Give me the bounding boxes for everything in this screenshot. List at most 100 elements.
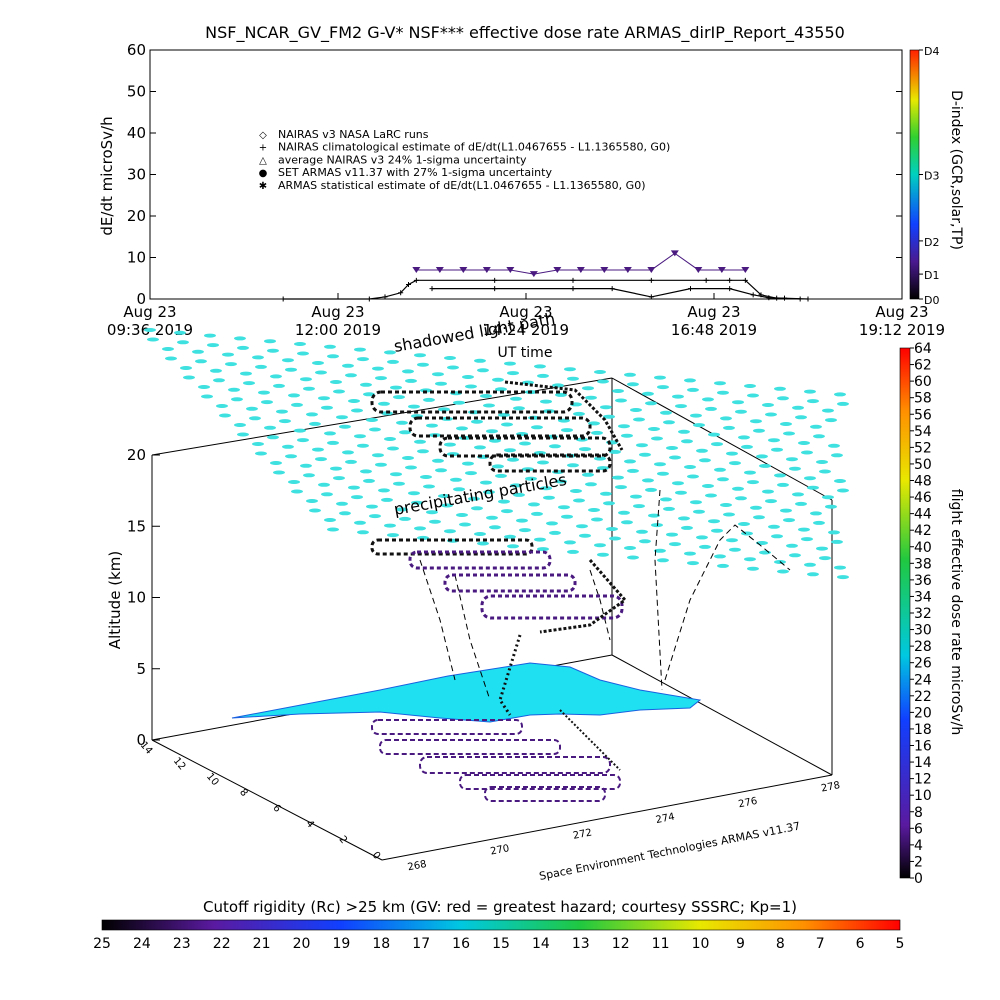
rigidity-cell (738, 522, 750, 526)
rigidity-cell (684, 378, 696, 383)
altitude-tick-label: 10 (127, 589, 146, 607)
rigidity-cell (330, 380, 342, 384)
rigidity-cell (708, 432, 720, 437)
rigidity-cell (753, 515, 765, 520)
dose-tick-label: 50 (914, 457, 932, 473)
dose-tick-label: 0 (914, 871, 923, 887)
rigidity-cell (630, 408, 642, 412)
rigidity-cell (522, 467, 534, 472)
rigidity-cell (495, 387, 507, 392)
rigidity-cell (504, 448, 516, 453)
rigidity-cell (390, 385, 402, 390)
rigidity-cell (636, 443, 648, 448)
rigidity-cell (396, 507, 408, 512)
series-point (741, 266, 750, 273)
dose-tick-label: 64 (914, 341, 932, 357)
rigidity-cell (723, 512, 735, 517)
rigidity-cell (762, 489, 774, 494)
series-point (727, 277, 733, 283)
rigidity-cell (270, 374, 282, 379)
rigidity-cell (345, 459, 357, 464)
rigidity-cell (174, 330, 186, 335)
rigidity-cell (291, 489, 303, 494)
rigidity-cell (432, 458, 444, 463)
rigidity-cell (210, 368, 222, 373)
rigidity-cell (195, 359, 207, 364)
rigidity-cell (483, 490, 495, 495)
rigidity-cell (795, 415, 807, 420)
rigidity-cell (255, 364, 267, 369)
rigidity-cell (387, 446, 399, 451)
rigidity-cell (294, 428, 306, 433)
rigidity-cell (264, 425, 276, 430)
rigidity-cell (690, 500, 702, 505)
rigidity-cell (801, 450, 813, 455)
dose-tick-label: 58 (914, 391, 932, 407)
rigidity-cell (441, 503, 453, 508)
rigidity-cell (600, 491, 612, 496)
series-point (382, 294, 388, 300)
dose-tick-label: 28 (914, 639, 932, 655)
rigidity-cell (198, 385, 210, 389)
rigidity-cell (387, 533, 399, 538)
legend-entry: NAIRAS climatological estimate of dE/dt(… (278, 141, 670, 154)
rigidity-tick-labels: 25 24 23 22 21 20 19 18 17 16 15 14 13 12 11 10 9 8 7 6 5 (93, 936, 904, 952)
rigidity-tick-label: 17 (412, 936, 430, 952)
rigidity-cell (357, 530, 369, 535)
rigidity-cell (444, 529, 456, 534)
rigidity-cell (384, 437, 396, 441)
rigidity-cell (333, 389, 345, 394)
rigidity-cell (669, 542, 681, 547)
rigidity-cell (798, 441, 810, 445)
rigidity-cell (402, 456, 414, 460)
rigidity-cell (834, 479, 846, 483)
legend-symbol: + (259, 143, 267, 154)
rigidity-cell (240, 371, 252, 376)
rigidity-cell (339, 511, 351, 516)
rigidity-cell (822, 408, 834, 413)
rigidity-cell (537, 547, 549, 552)
series-point (492, 277, 498, 283)
rigidity-cell (360, 382, 372, 387)
rigidity-cell (714, 467, 726, 472)
rigidity-cell (795, 501, 807, 506)
flight-track-ground (371, 709, 621, 802)
rigidity-cell (510, 483, 522, 488)
flight-track-upper (370, 380, 624, 473)
rigidity-cell (423, 397, 435, 402)
latitude-tick-label: 12 (171, 756, 188, 773)
rigidity-cell (498, 499, 510, 504)
rigidity-cell (786, 457, 798, 462)
flight-shadow-ground (231, 662, 702, 723)
rigidity-cell (336, 501, 348, 506)
rigidity-cell (762, 403, 774, 407)
rigidity-cell (264, 339, 276, 344)
rigidity-cell (573, 411, 585, 416)
rigidity-cell (816, 460, 828, 464)
rigidity-cell (342, 450, 354, 455)
rigidity-cell (249, 416, 261, 421)
rigidity-cell (645, 401, 657, 406)
rigidity-cell (384, 523, 396, 528)
rigidity-cell (834, 565, 846, 570)
rigidity-cell (321, 492, 333, 497)
rigidity-cell (660, 497, 672, 502)
rigidity-tick-label: 6 (856, 936, 865, 952)
y-tick-label: 30 (127, 166, 146, 184)
rigidity-cell (327, 527, 339, 532)
altitude-tick-label: 15 (127, 517, 146, 535)
rigidity-cell (765, 499, 777, 504)
rigidity-cell (687, 387, 699, 392)
rigidity-cell (654, 462, 666, 467)
d-index-label: D2 (924, 236, 939, 249)
rigidity-cell (624, 459, 636, 464)
rigidity-cell (255, 451, 267, 456)
rigidity-cell (741, 444, 753, 449)
series-point (506, 266, 515, 273)
rigidity-cell (471, 419, 483, 424)
rigidity-cell (408, 404, 420, 409)
rigidity-cell (654, 548, 666, 553)
x-tick-label-date: Aug 23 (875, 303, 928, 321)
rigidity-cell (426, 423, 438, 428)
